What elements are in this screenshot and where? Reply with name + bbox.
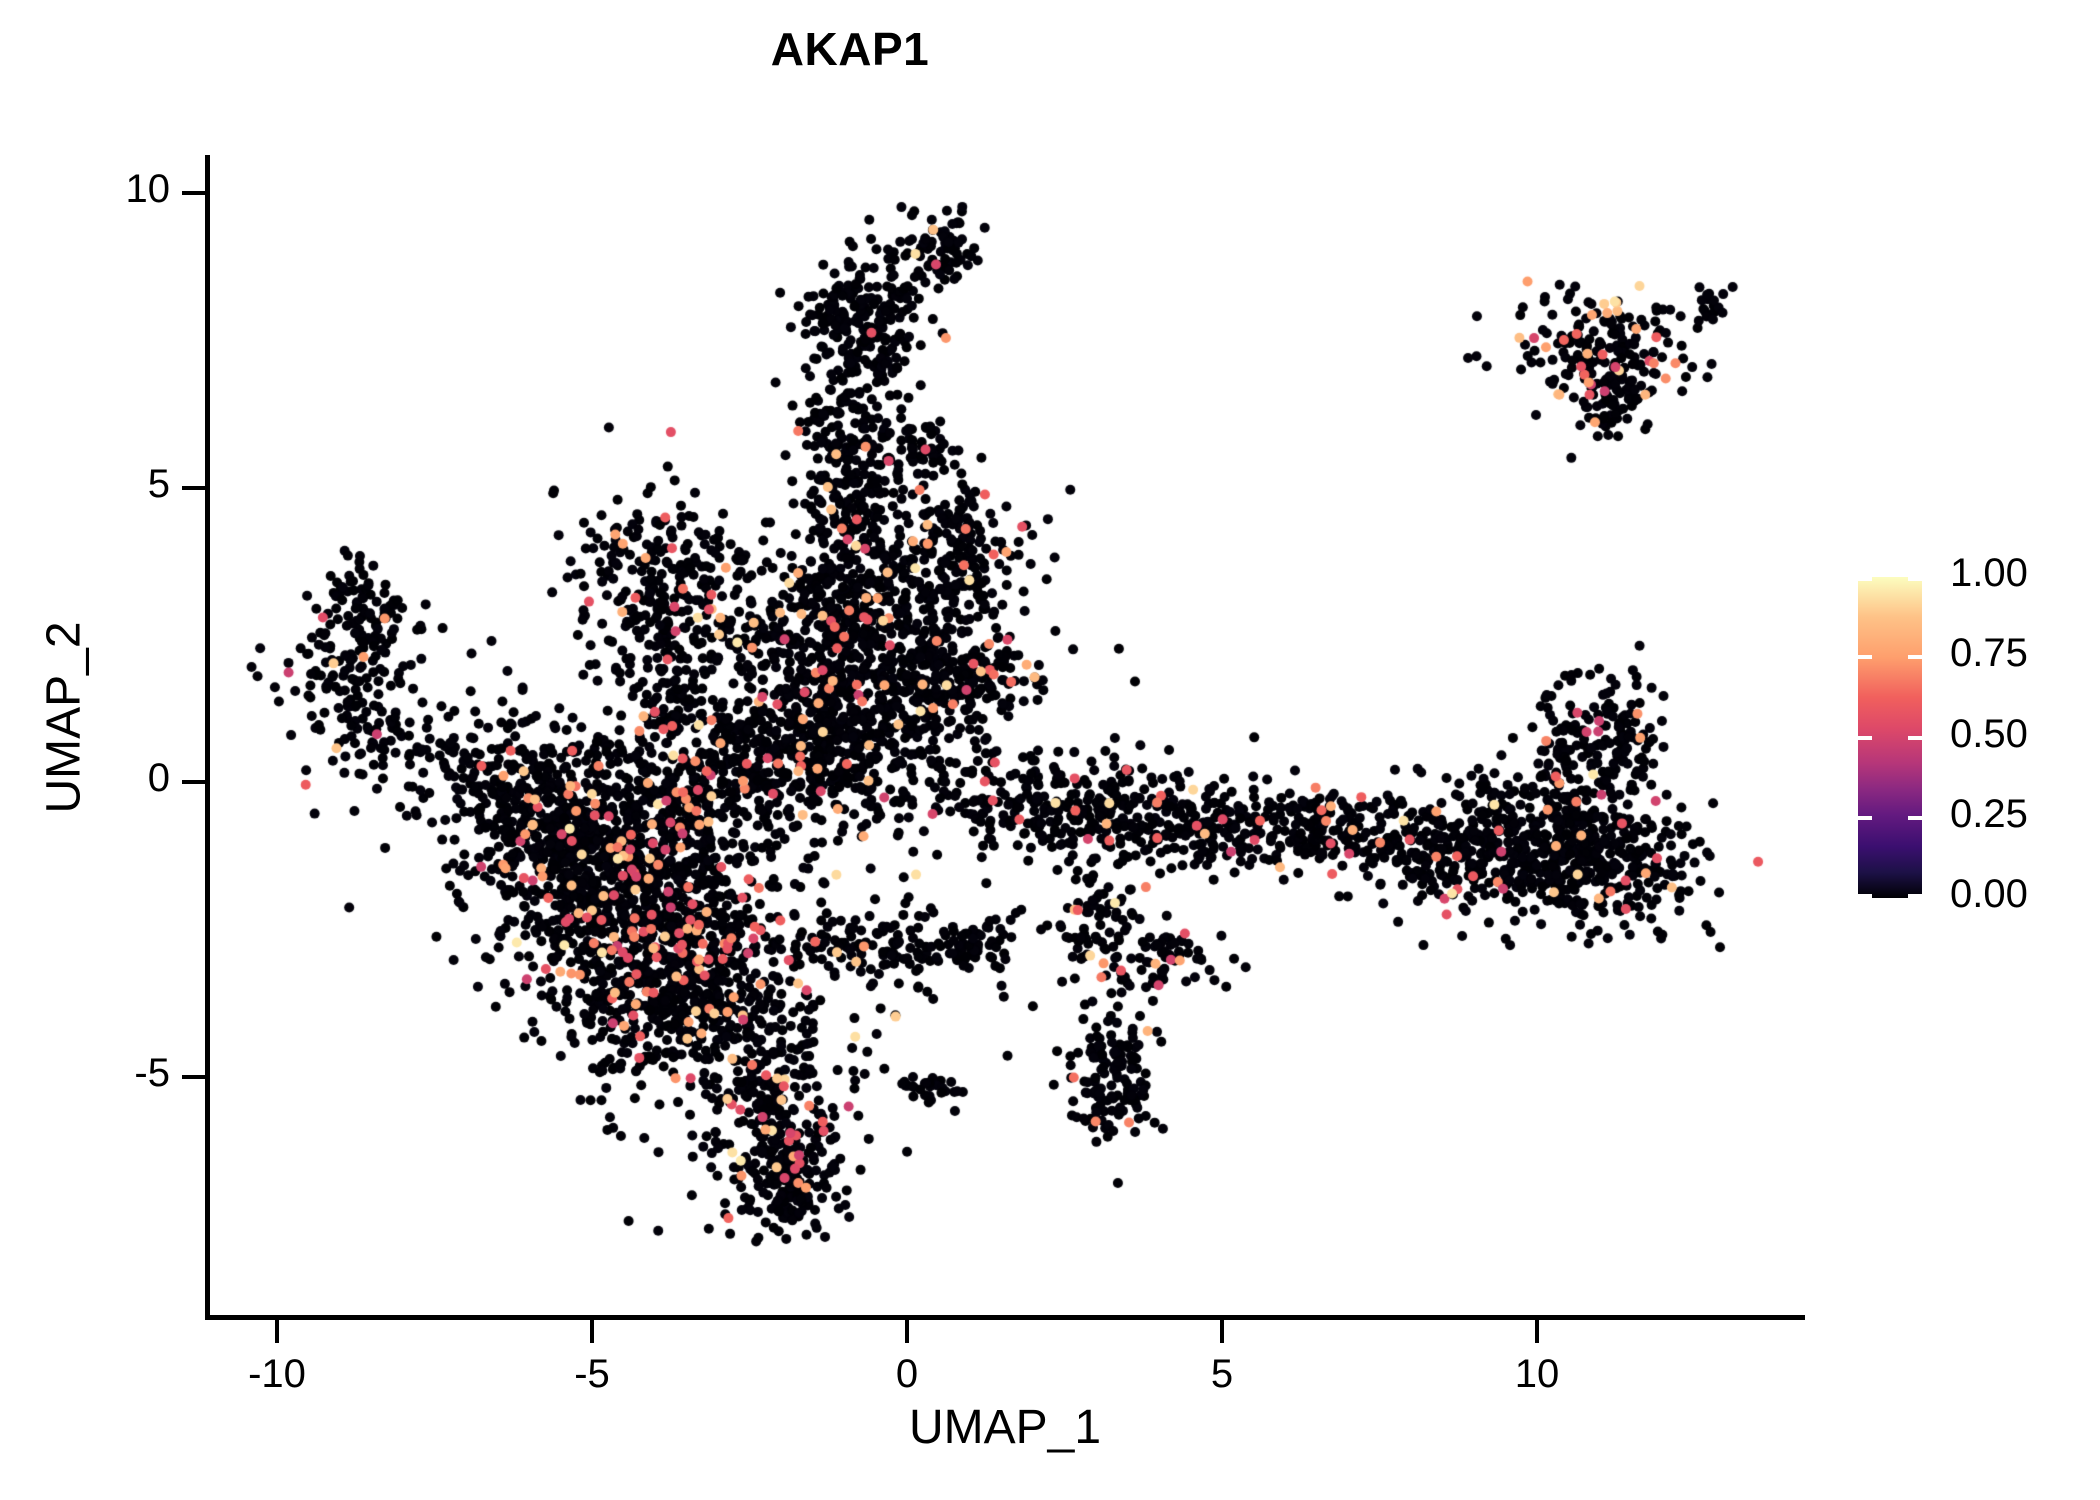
x-axis-line xyxy=(205,1315,1805,1320)
x-axis-title: UMAP_1 xyxy=(908,1401,1102,1454)
y-axis-line xyxy=(205,155,210,1320)
x-tick-label: -5 xyxy=(574,1352,610,1396)
x-tick-label: 0 xyxy=(895,1352,919,1396)
colorbar-tick-mark xyxy=(1908,577,1922,581)
colorbar-tick-label: 0.25 xyxy=(1950,791,2028,836)
colorbar-tick-mark xyxy=(1858,735,1872,740)
colorbar-tick-label: 0.00 xyxy=(1950,872,2028,916)
x-tick-mark xyxy=(1535,1319,1539,1343)
colorbar-tick-mark xyxy=(1908,815,1922,820)
colorbar-tick-label: 1.00 xyxy=(1950,551,2028,595)
colorbar-legend xyxy=(1858,577,1922,898)
x-tick-label: -10 xyxy=(248,1352,306,1396)
x-tick-mark xyxy=(1220,1319,1224,1343)
y-tick-mark xyxy=(182,1074,206,1079)
y-tick-label: 0 xyxy=(147,756,170,800)
x-tick-label: 5 xyxy=(1210,1352,1234,1396)
x-tick-label: 10 xyxy=(1514,1352,1560,1396)
colorbar-tick-mark xyxy=(1908,735,1922,740)
y-tick-label: -5 xyxy=(134,1050,170,1095)
colorbar-tick-mark xyxy=(1858,894,1872,898)
x-tick-mark xyxy=(905,1319,909,1343)
y-tick-label: 5 xyxy=(147,461,170,506)
colorbar-tick-mark xyxy=(1908,655,1922,660)
colorbar-tick-label: 0.50 xyxy=(1950,711,2028,756)
x-tick-mark xyxy=(275,1319,279,1343)
y-tick-mark xyxy=(182,780,206,784)
y-axis-title: UMAP_2 xyxy=(37,621,91,814)
colorbar-tick-mark xyxy=(1858,655,1872,660)
colorbar-tick-mark xyxy=(1858,577,1872,581)
colorbar-tick-mark xyxy=(1908,894,1922,898)
x-tick-mark xyxy=(590,1319,594,1343)
y-tick-mark xyxy=(182,485,206,490)
colorbar-tick-label: 0.75 xyxy=(1950,631,2028,676)
y-tick-label: 10 xyxy=(125,167,171,211)
y-tick-mark xyxy=(182,191,206,195)
colorbar-tick-mark xyxy=(1858,815,1872,820)
